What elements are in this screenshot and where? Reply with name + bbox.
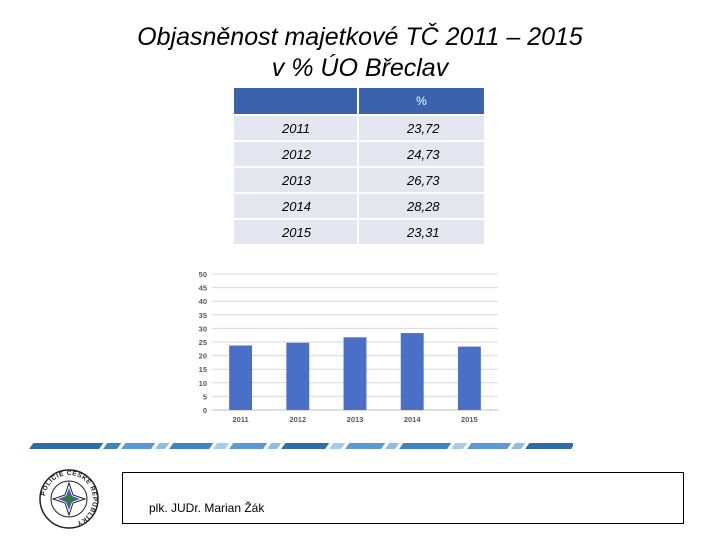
police-logo-icon: POLICIE ČESKÉ REPUBLIKY (39, 468, 99, 529)
table-row: 2012 24,73 (234, 140, 484, 167)
bar-chart: 0 5 10 15 20 25 30 35 40 45 50 2011 2012 2013 2014 2015 (199, 270, 498, 424)
decorative-stripe (29, 443, 573, 449)
table-cell-year: 2012 (234, 140, 359, 167)
table-cell-value: 23,31 (358, 218, 484, 244)
bar (343, 337, 367, 410)
footer-author: plk. JUDr. Marian Žák (149, 501, 265, 515)
table-header-row: % (234, 88, 484, 115)
y-tick-label: 0 (203, 406, 207, 415)
table-row: 2014 28,28 (234, 192, 484, 219)
title-line-1: Objasněnost majetkové TČ 2011 – 2015 (137, 23, 583, 51)
y-tick-label: 25 (199, 338, 207, 347)
y-tick-label: 40 (199, 297, 207, 306)
x-tick-label: 2011 (232, 415, 248, 424)
x-tick-label: 2014 (404, 415, 422, 424)
table-header-percent: % (358, 88, 484, 115)
x-tick-label: 2012 (289, 415, 306, 424)
data-table: % 2011 23,72 2012 24,73 2013 26,73 2014 … (234, 88, 484, 244)
y-tick-label: 35 (199, 311, 207, 320)
table-cell-value: 24,73 (358, 140, 484, 167)
bar (400, 333, 424, 410)
table-row: 2011 23,72 (234, 114, 484, 141)
table-cell-value: 28,28 (358, 192, 484, 219)
table-cell-year: 2013 (234, 166, 359, 193)
y-tick-label: 45 (199, 284, 207, 293)
table-cell-year: 2015 (234, 218, 359, 244)
bar (286, 342, 310, 410)
slide-title: Objasněnost majetkové TČ 2011 – 2015 v %… (90, 22, 630, 84)
y-tick-label: 10 (199, 379, 207, 388)
table-cell-year: 2011 (234, 114, 359, 141)
y-tick-label: 15 (199, 365, 207, 374)
table-row: 2015 23,31 (234, 218, 484, 244)
x-tick-label: 2013 (347, 415, 364, 424)
table-cell-value: 23,72 (358, 114, 484, 141)
x-tick-label: 2015 (461, 415, 478, 424)
table-cell-value: 26,73 (358, 166, 484, 193)
table-row: 2013 26,73 (234, 166, 484, 193)
footer-box: plk. JUDr. Marian Žák (122, 472, 684, 524)
table-header-year (234, 88, 359, 115)
y-tick-label: 30 (199, 324, 207, 333)
y-tick-label: 50 (199, 270, 207, 279)
table-cell-year: 2014 (234, 192, 359, 219)
y-tick-label: 5 (203, 392, 207, 401)
bar (229, 345, 253, 410)
title-line-2: v % ÚO Břeclav (271, 54, 449, 82)
y-tick-label: 20 (199, 352, 207, 361)
bar (457, 346, 481, 410)
